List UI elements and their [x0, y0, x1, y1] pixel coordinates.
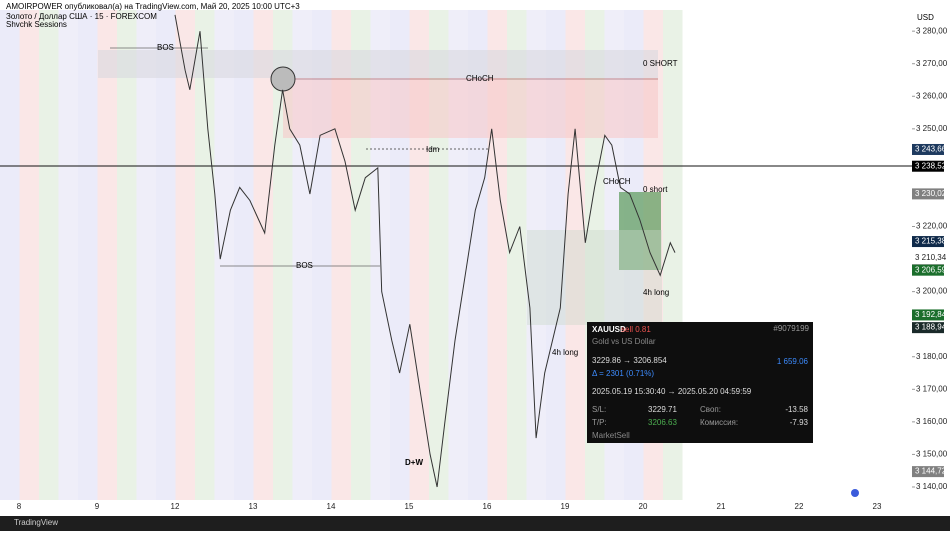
annotation: 0 short: [643, 185, 668, 194]
session-stripe: [0, 10, 20, 500]
x-tick-label: 13: [249, 502, 258, 511]
panel-swap: -13.58: [785, 405, 808, 414]
y-tick-label: 3 150,00: [916, 450, 948, 459]
panel-label: Комиссия:: [700, 418, 738, 427]
panel-symbol: XAUUSD: [592, 325, 626, 334]
session-stripe: [214, 10, 234, 500]
x-tick-label: 20: [639, 502, 648, 511]
session-stripe: [117, 10, 137, 500]
flag-icon: [851, 489, 859, 497]
x-tick-label: 22: [795, 502, 804, 511]
x-tick-label: 16: [483, 502, 492, 511]
footer-bar: [0, 516, 950, 531]
zone: [527, 230, 662, 325]
panel-sl: 3229.71: [648, 405, 677, 414]
x-tick-label: 9: [95, 502, 100, 511]
session-stripe: [19, 10, 39, 500]
symbol: Золото / Доллар США · 15 · FOREXCOM: [6, 12, 157, 21]
x-tick-label: 19: [561, 502, 570, 511]
panel-order-type: MarketSell: [592, 431, 630, 440]
x-tick-label: 12: [171, 502, 180, 511]
annotation: CHoCH: [466, 74, 494, 83]
axis-panel: [912, 0, 950, 516]
session-stripe: [58, 10, 78, 500]
y-tick-label: 3 180,00: [916, 352, 948, 361]
x-tick-label: 21: [717, 502, 726, 511]
panel-tp: 3206.63: [648, 418, 677, 427]
indicator: Shvchk Sessions: [6, 20, 67, 29]
panel-fee: -7.93: [790, 418, 809, 427]
session-stripe: [156, 10, 176, 500]
annotation: Idm: [426, 145, 440, 154]
panel-label: S/L:: [592, 405, 606, 414]
price-tag: [912, 466, 944, 478]
annotation: 0 SHORT: [643, 59, 678, 68]
x-tick-label: 23: [873, 502, 882, 511]
currency: USD: [917, 13, 934, 22]
annotation: CHoCH: [603, 177, 631, 186]
price-tag-label: 3 243,66: [915, 145, 947, 154]
x-tick-label: 15: [405, 502, 414, 511]
annotation: 4h long: [552, 348, 578, 357]
price-tag-label: 3 210,34: [915, 253, 947, 262]
price-tag-label: 3 188,94: [915, 323, 947, 332]
price-tag: [912, 236, 944, 248]
y-tick-label: 3 170,00: [916, 384, 948, 393]
session-stripe: [175, 10, 195, 500]
trade-panel: [587, 322, 813, 443]
price-tag-label: 3 238,52: [915, 161, 947, 170]
session-stripe: [97, 10, 117, 500]
footer-logo: TradingView: [14, 518, 58, 527]
y-tick-label: 3 200,00: [916, 287, 948, 296]
panel-label: Своп:: [700, 405, 721, 414]
annotation: BOS: [296, 261, 313, 270]
y-tick-label: 3 270,00: [916, 59, 948, 68]
price-tag: [912, 143, 944, 155]
price-line: [174, 14, 676, 488]
marker: [270, 66, 296, 92]
session-stripe: [253, 10, 273, 500]
price-tag: [912, 188, 944, 200]
price-tag-label: 3 215,38: [915, 237, 947, 246]
annotation: D+W: [405, 458, 423, 467]
zone: [98, 50, 658, 78]
price-tag: [912, 309, 944, 321]
panel-id: #9079199: [773, 324, 809, 333]
annotation: 4h long: [643, 288, 669, 297]
panel-profit: 1 659.06: [777, 357, 809, 366]
publisher: AMOIRPOWER опубликовал(а) на TradingView…: [6, 2, 300, 11]
y-tick-label: 3 280,00: [916, 26, 948, 35]
panel-prices: 3229.86 → 3206.854: [592, 356, 667, 365]
y-tick-label: 3 160,00: [916, 417, 948, 426]
x-tick-label: 14: [327, 502, 336, 511]
price-tag-label: 3 230,02: [915, 189, 947, 198]
session-stripe: [234, 10, 254, 500]
price-tag-label: 3 206,59: [915, 265, 947, 274]
plot: 3 280,00 3 270,00 3 260,00 3 250,00 3 220,00…: [17, 0, 950, 516]
zone: [283, 80, 658, 138]
session-stripe: [136, 10, 156, 500]
y-tick-label: 3 220,00: [916, 222, 948, 231]
y-tick-label: 3 260,00: [916, 91, 948, 100]
session-stripe: [39, 10, 59, 500]
y-tick-label: 3 250,00: [916, 124, 948, 133]
zone: [619, 192, 661, 270]
panel-description: Gold vs US Dollar: [592, 337, 656, 346]
panel-dates: 2025.05.19 15:30:40 → 2025.05.20 04:59:5…: [592, 387, 752, 396]
panel-delta: Δ = 2301 (0.71%): [592, 369, 654, 378]
price-tag-label: 3 144,72: [915, 467, 947, 476]
session-stripe: [195, 10, 215, 500]
price-tag: [912, 264, 944, 276]
panel-side: sell 0.81: [621, 325, 651, 334]
panel-label: T/P:: [592, 418, 607, 427]
price-tag: [912, 160, 944, 172]
y-tick-label: 3 140,00: [916, 482, 948, 491]
price-tag: [912, 322, 944, 334]
price-tag-label: 3 192,84: [915, 310, 947, 319]
annotation: BOS: [157, 43, 174, 52]
x-tick-label: 8: [17, 502, 22, 511]
session-stripe: [78, 10, 98, 500]
